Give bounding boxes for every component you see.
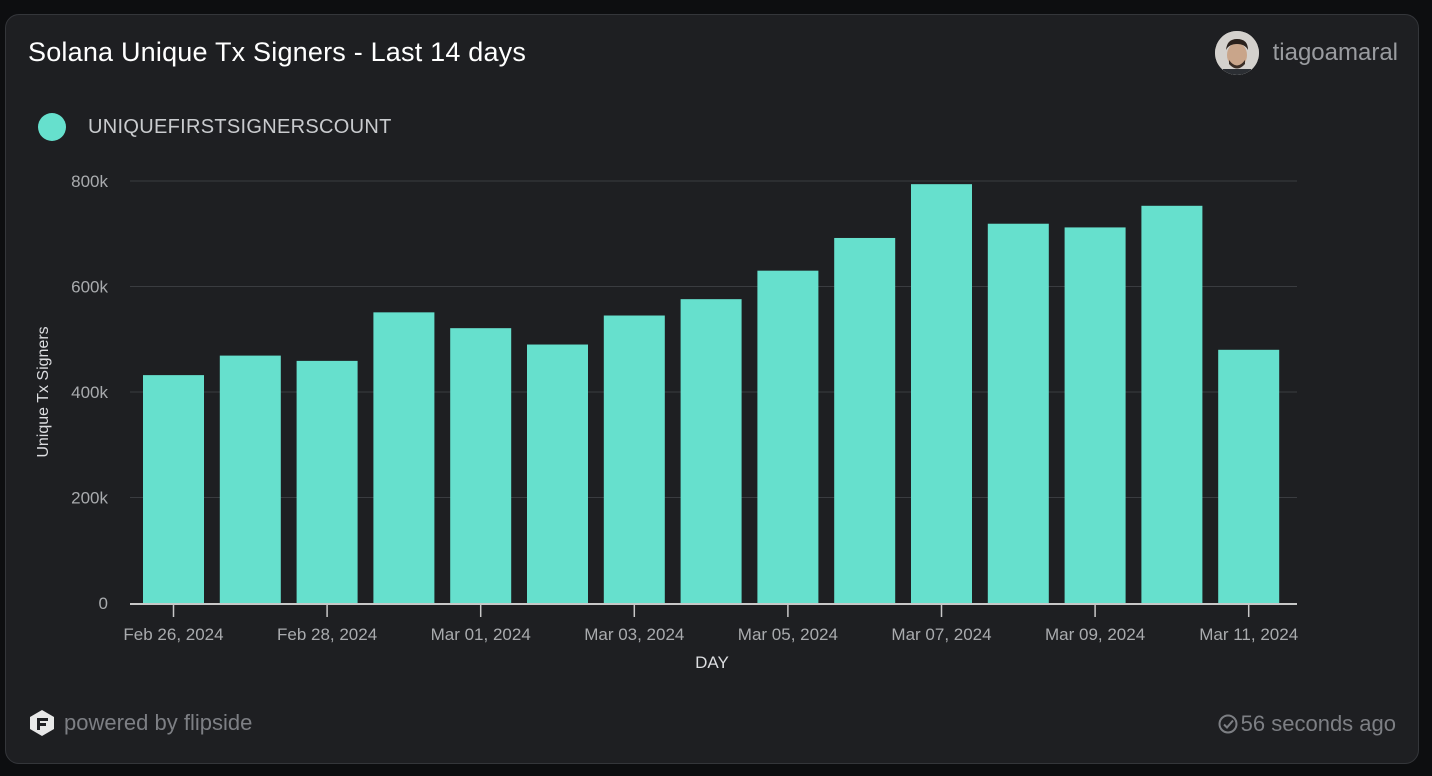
bar[interactable] <box>450 328 512 603</box>
powered-by-text: powered by flipside <box>64 710 253 735</box>
legend-label[interactable]: UNIQUEFIRSTSIGNERSCOUNT <box>88 115 392 138</box>
y-tick-label: 200k <box>71 489 108 508</box>
x-tick-label: Feb 26, 2024 <box>123 625 223 644</box>
chart-title: Solana Unique Tx Signers - Last 14 days <box>28 37 527 67</box>
bar[interactable] <box>219 355 281 603</box>
bar[interactable] <box>603 315 665 603</box>
bar[interactable] <box>1141 205 1203 604</box>
x-tick-label: Mar 01, 2024 <box>431 625 531 644</box>
y-tick-label: 0 <box>99 594 108 613</box>
powered-by[interactable]: powered by flipside <box>28 709 252 737</box>
y-tick-label: 800k <box>71 172 108 191</box>
updated-text: 56 seconds ago <box>1240 711 1396 736</box>
bar[interactable] <box>296 360 358 603</box>
bar[interactable] <box>527 344 588 603</box>
x-tick-label: Mar 03, 2024 <box>584 625 684 644</box>
y-axis-title: Unique Tx Signers <box>35 326 52 457</box>
last-updated: 56 seconds ago <box>1217 711 1396 737</box>
y-tick-label: 600k <box>71 278 108 297</box>
y-tick-label: 400k <box>71 383 108 402</box>
avatar[interactable] <box>1214 31 1259 75</box>
legend-swatch <box>38 113 66 141</box>
bar[interactable] <box>680 299 742 603</box>
bar[interactable] <box>143 375 204 603</box>
bar[interactable] <box>1218 349 1280 603</box>
bar[interactable] <box>987 223 1049 604</box>
x-tick-label: Mar 07, 2024 <box>891 625 991 644</box>
bar[interactable] <box>757 270 819 603</box>
x-tick-label: Mar 11, 2024 <box>1199 625 1298 644</box>
chart-legend[interactable]: UNIQUEFIRSTSIGNERSCOUNT <box>38 113 392 141</box>
check-circle-icon <box>1218 714 1238 734</box>
x-tick-label: Mar 09, 2024 <box>1045 625 1145 644</box>
flipside-logo-icon <box>30 710 54 736</box>
author-name[interactable]: tiagoamaral <box>1272 39 1398 66</box>
x-tick-label: Mar 05, 2024 <box>738 625 838 644</box>
bar[interactable] <box>1064 227 1126 604</box>
bar[interactable] <box>373 312 435 603</box>
bar[interactable] <box>911 184 972 604</box>
bar[interactable] <box>834 237 896 603</box>
x-axis-title: DAY <box>695 653 729 672</box>
author[interactable]: tiagoamaral <box>1214 31 1398 75</box>
x-tick-label: Feb 28, 2024 <box>277 625 377 644</box>
